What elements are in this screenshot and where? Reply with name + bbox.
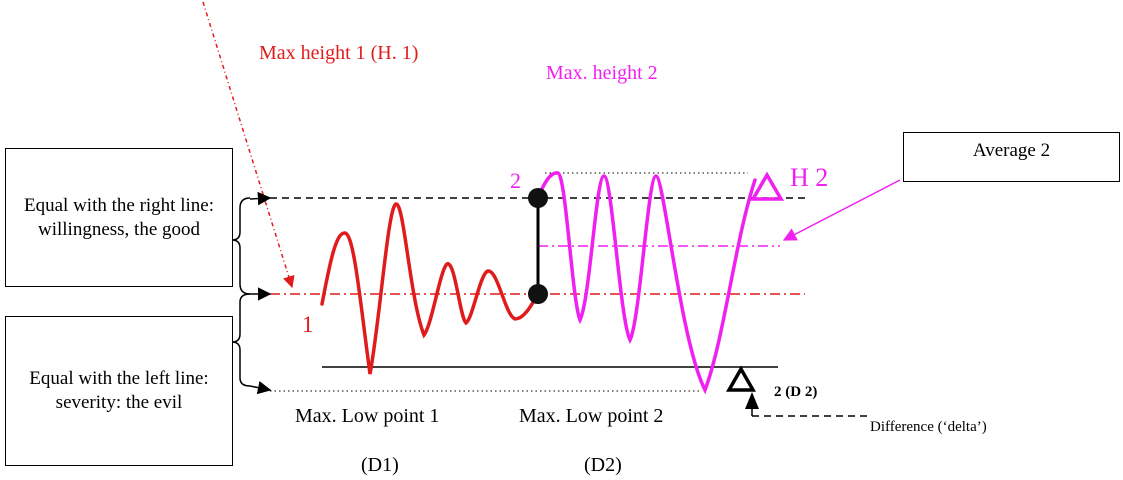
box-right-line-text: Equal with the right line: willingness, …	[24, 194, 214, 240]
node-bottom	[528, 284, 548, 304]
average-2-pointer-arrow	[782, 179, 901, 241]
point-1-label: 1	[302, 312, 314, 337]
box-left-line-text: Equal with the left line: severity: the …	[29, 368, 209, 413]
d2-triangle-outline	[725, 365, 757, 392]
arrow-to-bottom-line	[249, 380, 272, 395]
box-average-2: Average 2	[903, 132, 1120, 182]
max-height-1-label: Max height 1 (H. 1)	[259, 42, 419, 64]
h2-triangle	[749, 171, 785, 201]
red-wave	[320, 202, 540, 375]
magenta-wave	[536, 171, 757, 395]
arrow-to-top-line	[249, 191, 272, 206]
d1-label: (D1)	[361, 454, 399, 476]
max-height-2-label: Max. height 2	[546, 62, 658, 84]
point-2-label: 2	[510, 168, 521, 193]
d2-label: (D2)	[584, 454, 622, 476]
h2-label: H 2	[790, 163, 829, 192]
box-left-line: Equal with the left line: severity: the …	[5, 316, 233, 466]
d2-triangle-filled	[745, 392, 759, 409]
node-top	[528, 188, 548, 208]
d2-delta-label: 2 (D 2)	[774, 384, 818, 400]
low-point-2-label: Max. Low point 2	[519, 405, 664, 427]
box-right-line: Equal with the right line: willingness, …	[5, 148, 233, 287]
brace-upper	[231, 197, 251, 295]
average-2-text: Average 2	[972, 140, 1051, 161]
difference-label: Difference (‘delta’)	[870, 419, 987, 435]
brace-lower	[231, 293, 251, 387]
low-point-1-label: Max. Low point 1	[295, 405, 440, 427]
